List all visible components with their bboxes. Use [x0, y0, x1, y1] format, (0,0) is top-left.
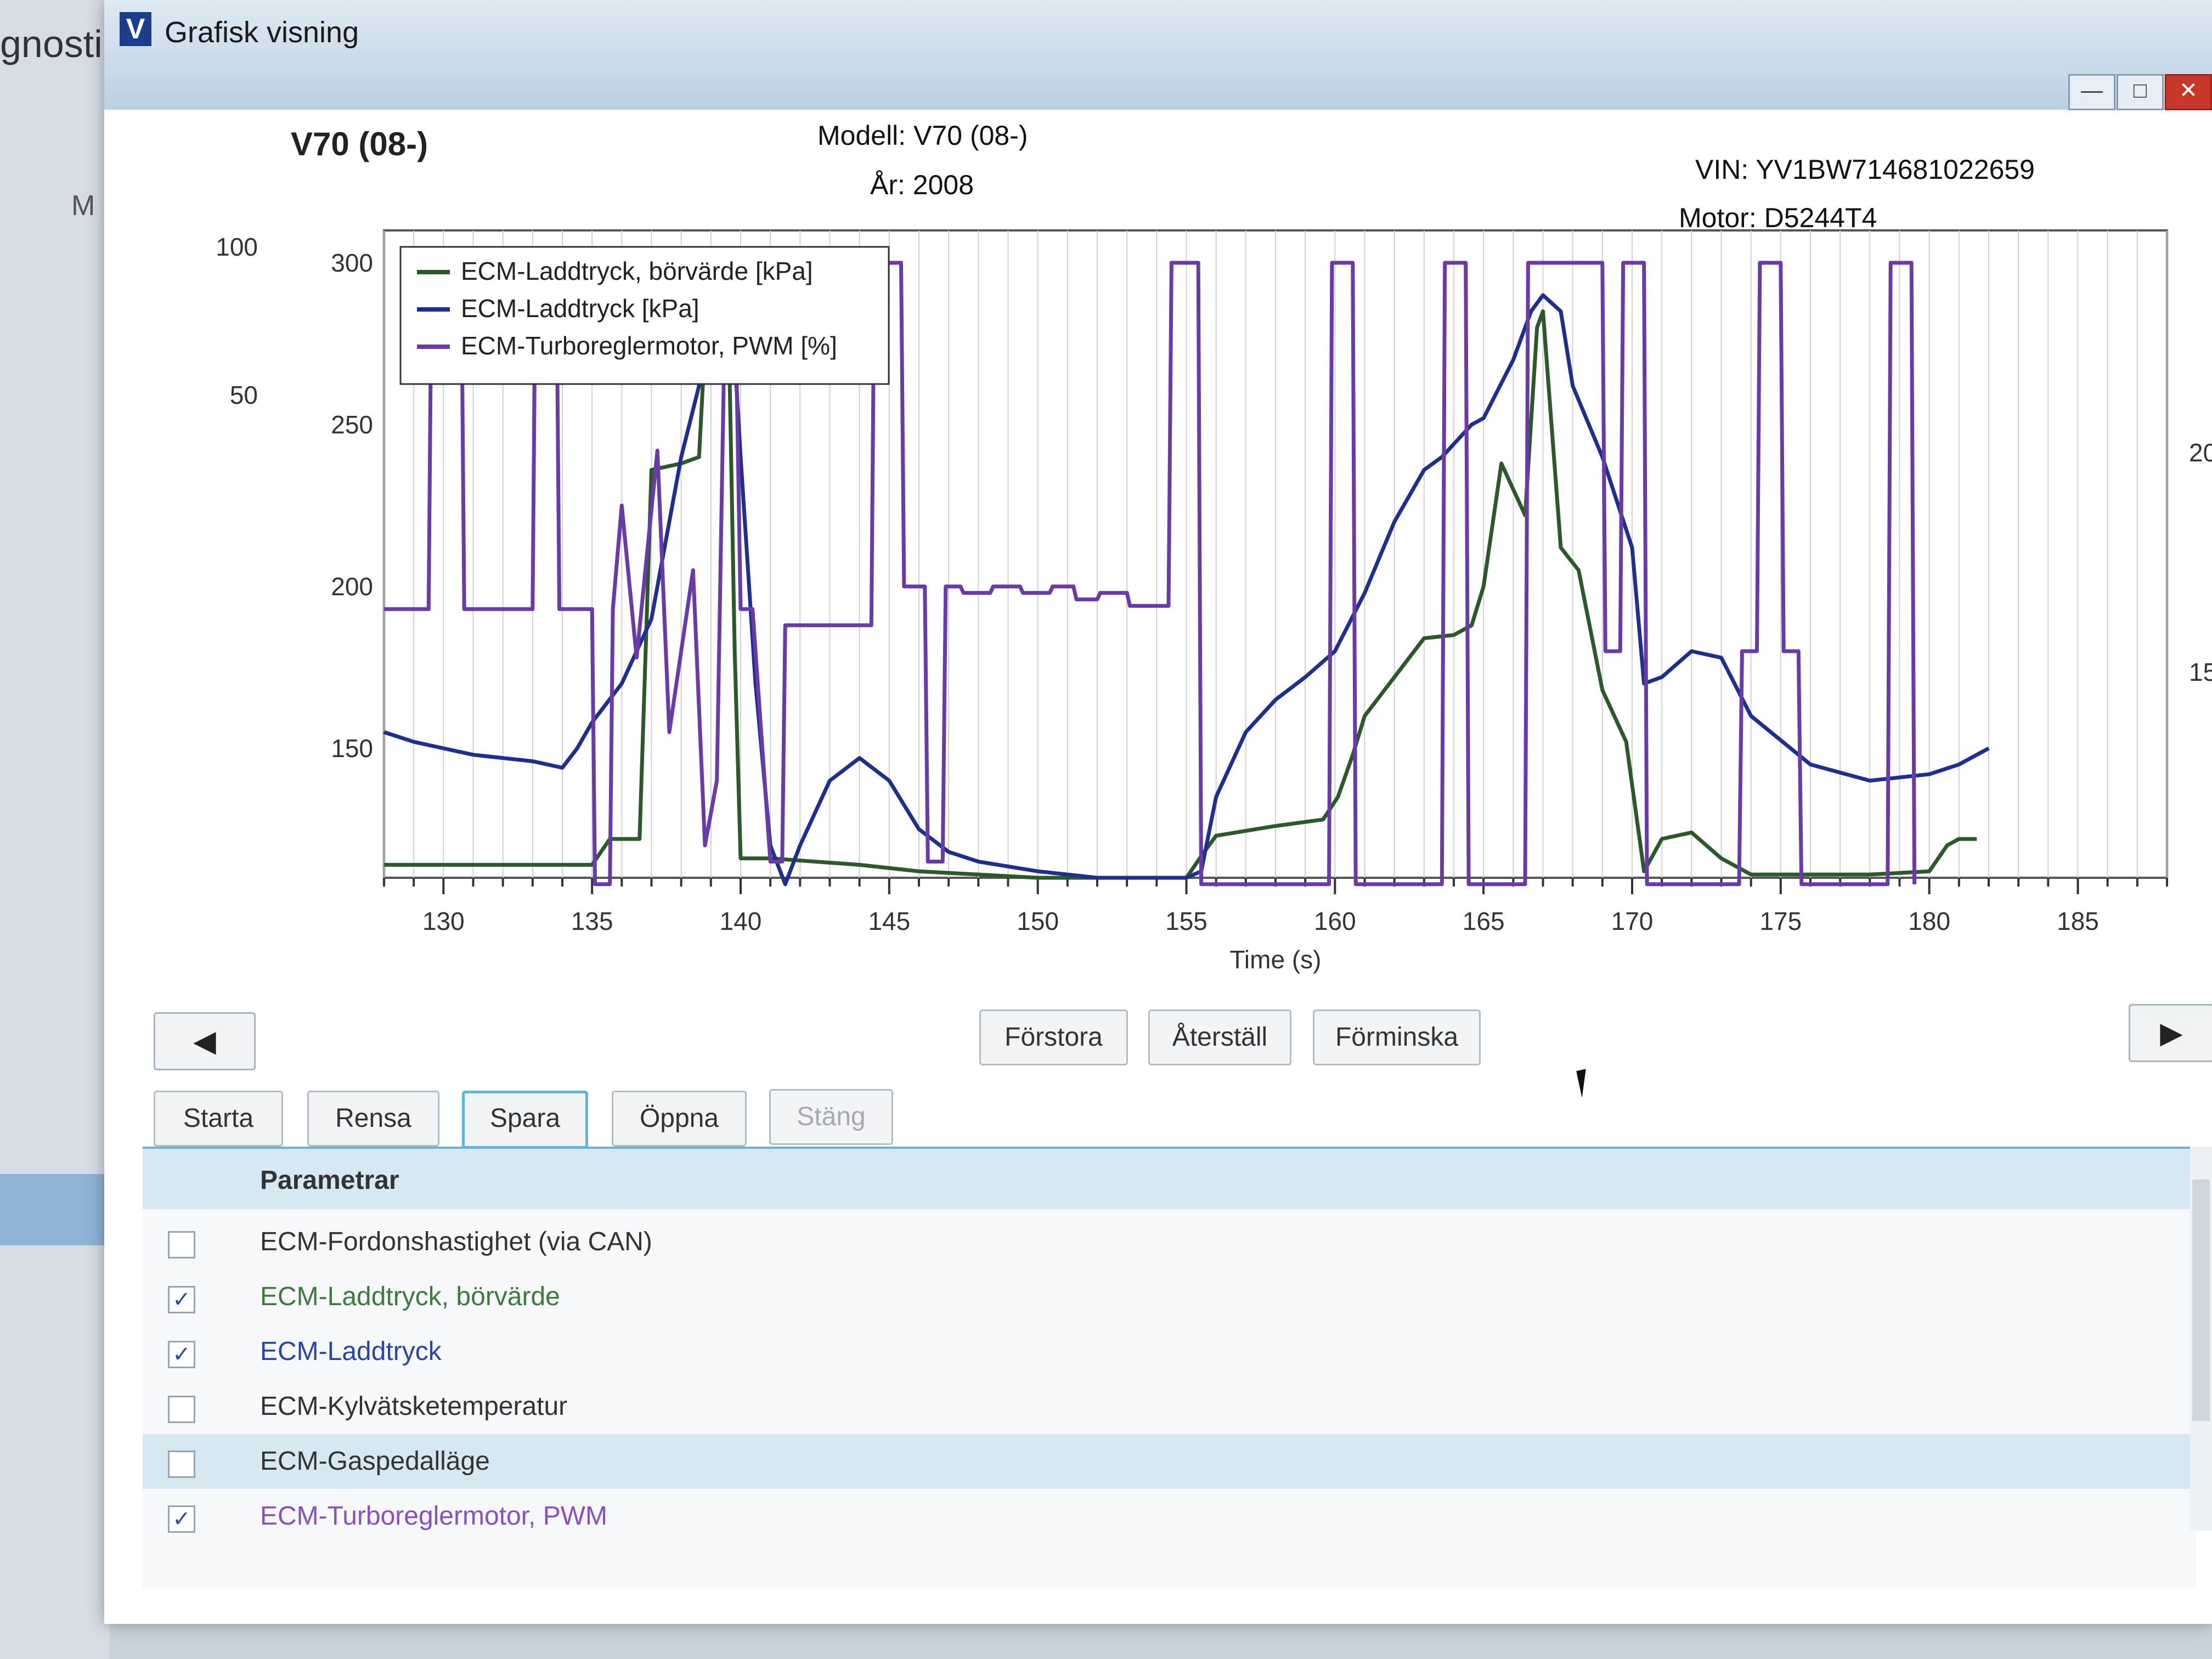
save-button[interactable]: Spara [462, 1091, 588, 1149]
clear-button[interactable]: Rensa [307, 1091, 439, 1147]
parameter-row[interactable]: ✓ ECM-Turboreglermotor, PWM [143, 1489, 2196, 1544]
legend-entry: ECM-Turboreglermotor, PWM [%] [461, 331, 837, 360]
right-arrow-icon: ▶ [2160, 1017, 2183, 1049]
parameter-label: ECM-Laddtryck [260, 1337, 442, 1366]
scrollbar-thumb[interactable] [2192, 1180, 2210, 1421]
parameter-list: Parametrar ECM-Fordonshastighet (via CAN… [143, 1147, 2196, 1588]
vin-field: VIN: YV1BW714681022659 [1695, 154, 2035, 185]
x-tick-label: 150 [1017, 907, 1059, 935]
window-title: Grafisk visning [165, 16, 359, 49]
model-field: Modell: V70 (08-) [817, 120, 1028, 151]
open-button[interactable]: Öppna [612, 1091, 747, 1147]
y-outer-tick-label: 50 [230, 381, 258, 409]
x-tick-label: 160 [1314, 907, 1356, 935]
close-window-button[interactable]: ✕ [2165, 74, 2212, 110]
parameter-list-header: Parametrar [143, 1149, 2196, 1209]
parameter-checkbox[interactable]: ✓ [168, 1286, 195, 1313]
zoom-in-button[interactable]: Förstora [979, 1009, 1128, 1065]
x-tick-label: 175 [1759, 907, 1802, 935]
app-logo-icon: V [120, 12, 151, 46]
check-icon: ✓ [172, 1288, 191, 1312]
reset-zoom-button[interactable]: Återställ [1148, 1009, 1291, 1065]
parameter-label: ECM-Laddtryck, börvärde [260, 1282, 560, 1311]
x-tick-label: 180 [1908, 907, 1950, 935]
graph-window: V Grafisk visning — □ ✕ V70 (08-) Modell… [104, 0, 2212, 1624]
x-tick-label: 135 [571, 907, 613, 935]
y-tick-label: 150 [331, 734, 373, 763]
check-icon: ✓ [172, 1507, 191, 1531]
parameter-checkbox[interactable] [168, 1451, 195, 1478]
engine-value: D5244T4 [1764, 202, 1877, 233]
left-arrow-icon: ◀ [193, 1025, 216, 1058]
background-app-selected-strip [0, 1174, 104, 1245]
x-tick-label: 145 [868, 907, 910, 935]
window-titlebar[interactable]: V Grafisk visning — □ ✕ [104, 0, 2212, 110]
y-right-tick-label: 200 [2189, 438, 2212, 467]
x-tick-label: 155 [1165, 907, 1207, 935]
y-tick-label: 250 [331, 410, 373, 439]
x-tick-label: 165 [1463, 907, 1505, 935]
close-icon: ✕ [2179, 78, 2198, 103]
engine-label: Motor [1679, 202, 1749, 233]
minimize-icon: — [2081, 78, 2103, 103]
background-app-title: gnostik [0, 22, 122, 65]
parameter-checkbox[interactable]: ✓ [168, 1341, 195, 1368]
parameter-row[interactable]: ECM-Fordonshastighet (via CAN) [143, 1215, 2196, 1269]
x-tick-label: 140 [720, 907, 762, 935]
parameter-scrollbar[interactable] [2190, 1147, 2212, 1531]
model-label: Modell [817, 120, 899, 151]
vin-value: YV1BW714681022659 [1756, 154, 2035, 185]
parameter-checkbox[interactable] [168, 1231, 195, 1259]
y-tick-label: 300 [331, 249, 373, 277]
background-app-panel: gnostik M [0, 0, 122, 1659]
year-value: 2008 [912, 170, 974, 200]
series-line-3 [384, 261, 1917, 887]
scroll-right-button[interactable]: ▶ [2129, 1004, 2212, 1062]
parameter-checkbox[interactable] [168, 1396, 195, 1423]
zoom-out-button[interactable]: Förminska [1313, 1009, 1481, 1065]
start-button[interactable]: Starta [154, 1091, 283, 1147]
legend-entry: ECM-Laddtryck, börvärde [kPa] [461, 257, 813, 285]
parameter-label: ECM-Turboreglermotor, PWM [260, 1502, 607, 1531]
parameter-row[interactable]: ECM-Kylvätsketemperatur [143, 1379, 2196, 1434]
parameter-row[interactable]: ✓ ECM-Laddtryck [143, 1324, 2196, 1379]
background-app-side-label: M [71, 190, 95, 222]
parameter-row-selected[interactable]: ECM-Gaspedalläge [143, 1434, 2196, 1489]
minimize-button[interactable]: — [2068, 74, 2115, 110]
signal-chart[interactable]: 130 135 140 145 150 155 160 165 170 175 180 185 Time… [148, 198, 2212, 977]
legend-box [399, 246, 890, 385]
check-icon: ✓ [172, 1342, 191, 1367]
vin-label: VIN [1695, 154, 1741, 185]
mouse-cursor-icon [1576, 1066, 1601, 1098]
parameters-heading: Parametrar [260, 1166, 399, 1195]
parameter-label: ECM-Fordonshastighet (via CAN) [260, 1227, 652, 1256]
x-tick-label: 170 [1611, 907, 1654, 935]
scroll-left-button[interactable]: ◀ [154, 1012, 256, 1070]
maximize-icon: □ [2133, 78, 2147, 103]
y-outer-tick-label: 100 [216, 233, 258, 261]
x-axis-label: Time (s) [1230, 945, 1322, 974]
x-tick-label: 185 [2057, 907, 2099, 935]
y-right-tick-label: 150 [2189, 658, 2212, 686]
x-tick-label: 130 [422, 907, 465, 935]
model-heading: V70 (08-) [291, 126, 428, 162]
year-label: År [870, 170, 898, 200]
engine-field: Motor: D5244T4 [1679, 202, 1877, 233]
parameter-label: ECM-Kylvätsketemperatur [260, 1392, 568, 1421]
maximize-button[interactable]: □ [2117, 74, 2164, 110]
parameter-row[interactable]: ✓ ECM-Laddtryck, börvärde [143, 1269, 2196, 1324]
parameter-checkbox[interactable]: ✓ [168, 1505, 195, 1533]
legend-entry: ECM-Laddtryck [kPa] [461, 294, 699, 323]
parameter-label: ECM-Gaspedalläge [260, 1447, 490, 1476]
year-field: År: 2008 [870, 170, 974, 200]
model-value: V70 (08-) [913, 120, 1028, 151]
close-button[interactable]: Stäng [769, 1089, 893, 1145]
y-tick-label: 200 [331, 572, 373, 601]
